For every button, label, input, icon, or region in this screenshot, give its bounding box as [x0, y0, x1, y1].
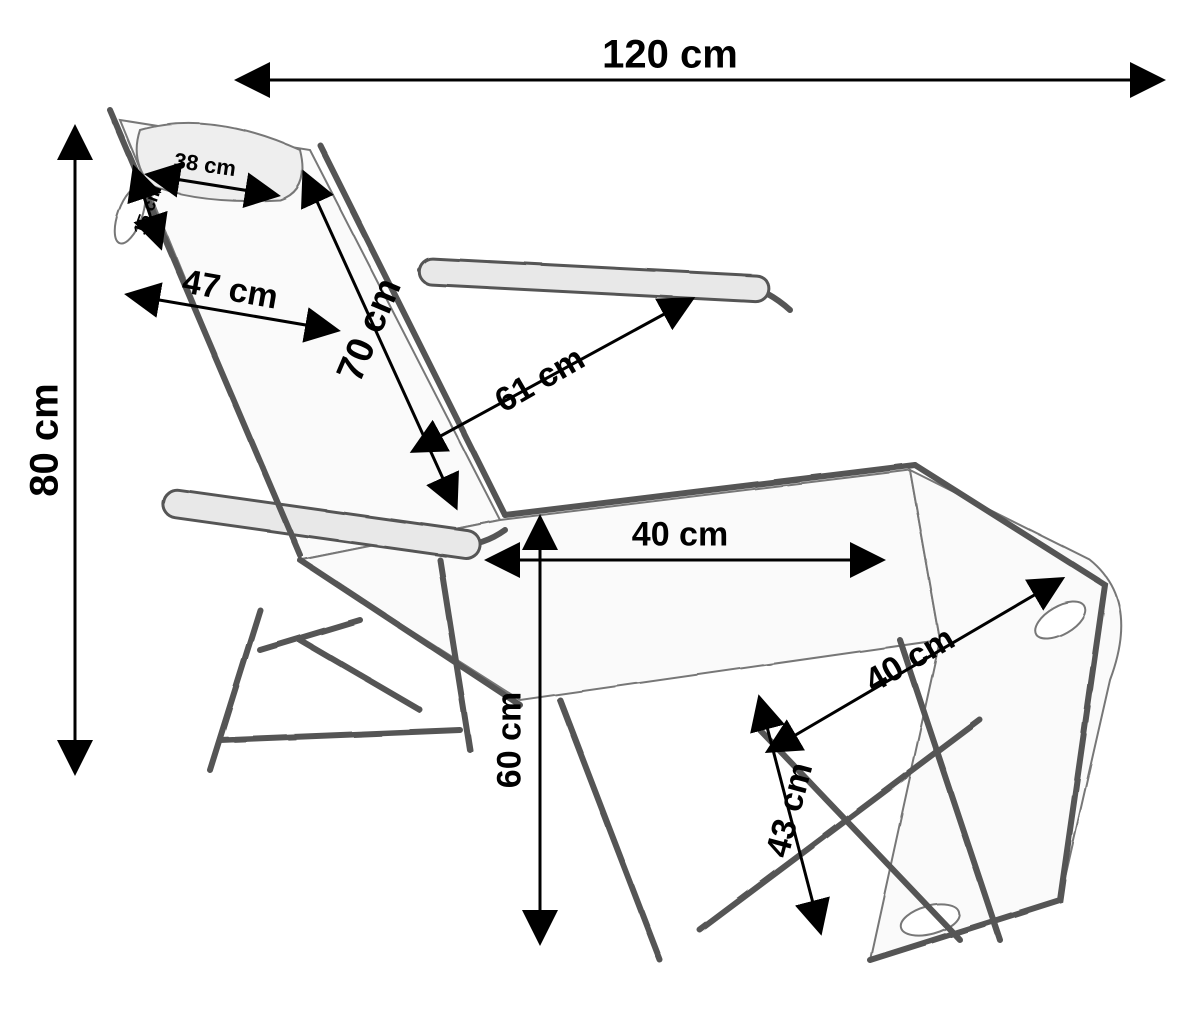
dimension-label-armrest_length: 61 cm [489, 339, 592, 421]
dimension-label-seat_depth: 40 cm [632, 516, 728, 555]
diagram-container: 120 cm 80 cm 38 cm15 cm 47 cm 70 cm 61 cm 40 c… [0, 0, 1185, 1024]
dimension-label-seat_height: 60 cm [491, 692, 530, 788]
dimension-label-headrest_width: 38 cm [172, 148, 237, 182]
dimension-label-footrest_h: 43 cm [759, 758, 822, 861]
dimension-label-total_width: 120 cm [602, 33, 738, 78]
dimension-label-headrest_depth: 15 cm [129, 182, 166, 237]
dimension-label-footrest_len: 40 cm [859, 619, 962, 701]
dimension-label-total_height: 80 cm [23, 383, 68, 496]
dimension-label-back_width: 47 cm [179, 262, 281, 317]
dimension-label-back_length: 70 cm [329, 272, 411, 388]
